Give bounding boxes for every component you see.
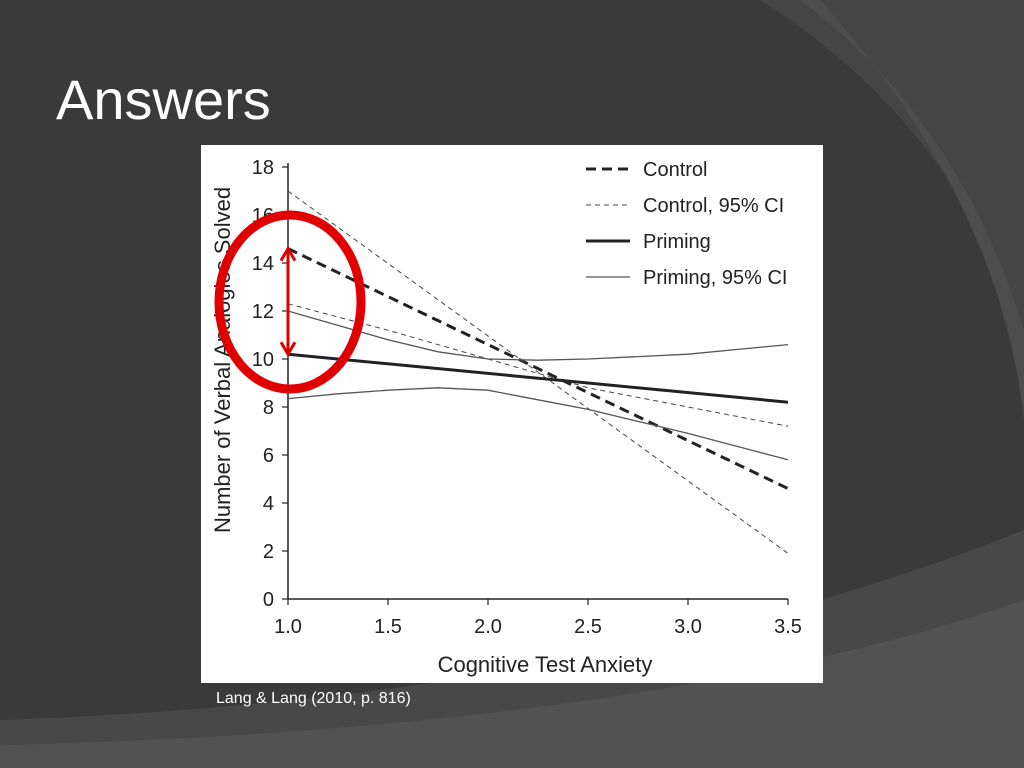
x-axis-label: Cognitive Test Anxiety (438, 652, 653, 677)
y-tick-label: 14 (252, 253, 274, 275)
arrowhead-up (279, 245, 297, 262)
legend-label: Priming, 95% CI (643, 267, 788, 289)
y-tick-label: 4 (263, 493, 274, 515)
y-tick-label: 8 (263, 397, 274, 419)
annotation-layer (214, 210, 366, 394)
y-tick-label: 2 (263, 541, 274, 563)
source-caption: Lang & Lang (2010, p. 816) (216, 690, 411, 707)
chart-panel: 0 2 4 6 8 10 12 14 16 18 1.0 1.5 2.0 2.5 3.0 3.5 Number… (201, 145, 823, 683)
slide-title: Answers (56, 68, 271, 131)
background-swoosh-top (760, 0, 1024, 330)
y-axis-label: Number of Verbal Analogies Solved (210, 187, 235, 533)
y-tick-label: 18 (252, 157, 274, 179)
x-tick-label: 3.0 (674, 616, 702, 638)
legend: Control Control, 95% CI Priming Priming, 95… (586, 159, 788, 289)
y-tick-label: 0 (263, 589, 274, 611)
series-line-1 (287, 190, 789, 554)
x-tick-label: 2.5 (574, 616, 602, 638)
legend-label: Control (643, 159, 707, 181)
x-tick-label: 1.5 (374, 616, 402, 638)
legend-label: Control, 95% CI (643, 195, 784, 217)
background-swoosh-bottom-band (0, 600, 1024, 768)
series-layer (287, 190, 789, 554)
x-tick-label: 2.0 (474, 616, 502, 638)
y-tick-label: 12 (252, 301, 274, 323)
arrowhead-down (279, 341, 297, 358)
red-ellipse-annotation (214, 210, 366, 394)
series-line-5 (287, 387, 789, 461)
legend-label: Priming (643, 231, 711, 253)
x-tick-label: 3.5 (774, 616, 802, 638)
x-tick-label: 1.0 (274, 616, 302, 638)
series-line-3 (287, 352, 789, 404)
series-line-4 (287, 310, 789, 361)
y-tick-label: 6 (263, 445, 274, 467)
y-tick-label: 10 (252, 349, 274, 371)
series-line-0 (287, 247, 789, 490)
